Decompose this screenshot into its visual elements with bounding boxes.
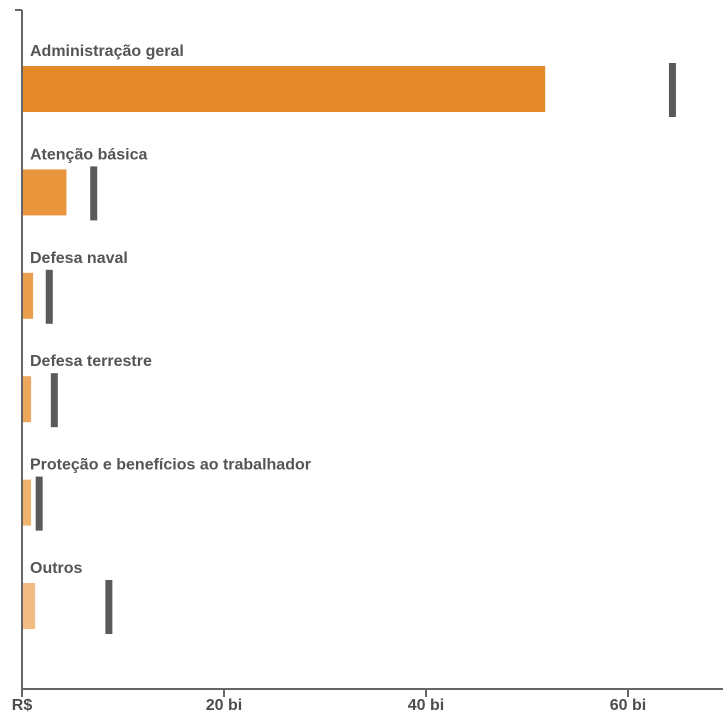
category-group: Atenção básica [23,146,147,221]
category-group: Defesa naval [23,250,128,324]
bar [23,583,36,629]
bar [23,479,32,526]
category-label: Proteção e benefícios ao trabalhador [30,457,311,474]
plot-area: Administração geral Atenção básica Defesa … [23,43,676,634]
marker [90,166,98,221]
marker [105,580,113,634]
marker [35,476,43,531]
x-axis: R$ 20 bi 40 bi 60 bi [12,9,723,714]
bar [23,272,34,319]
marker [45,269,53,324]
x-tick-label: R$ [12,697,33,714]
bar [23,169,67,216]
x-tick-label: 60 bi [610,697,646,714]
marker [668,63,676,117]
category-label: Defesa terrestre [30,353,152,370]
bar [23,376,32,423]
category-group: Defesa terrestre [23,353,152,428]
category-label: Outros [30,560,83,577]
category-group: Outros [23,560,113,634]
x-tick-label: 20 bi [206,697,242,714]
category-group: Administração geral [23,43,676,117]
category-label: Atenção básica [30,146,147,163]
x-tick-label: 40 bi [408,697,444,714]
category-label: Administração geral [30,43,184,60]
marker [50,373,58,428]
bar [23,66,546,112]
category-group: Proteção e benefícios ao trabalhador [23,457,311,531]
category-label: Defesa naval [30,250,128,267]
